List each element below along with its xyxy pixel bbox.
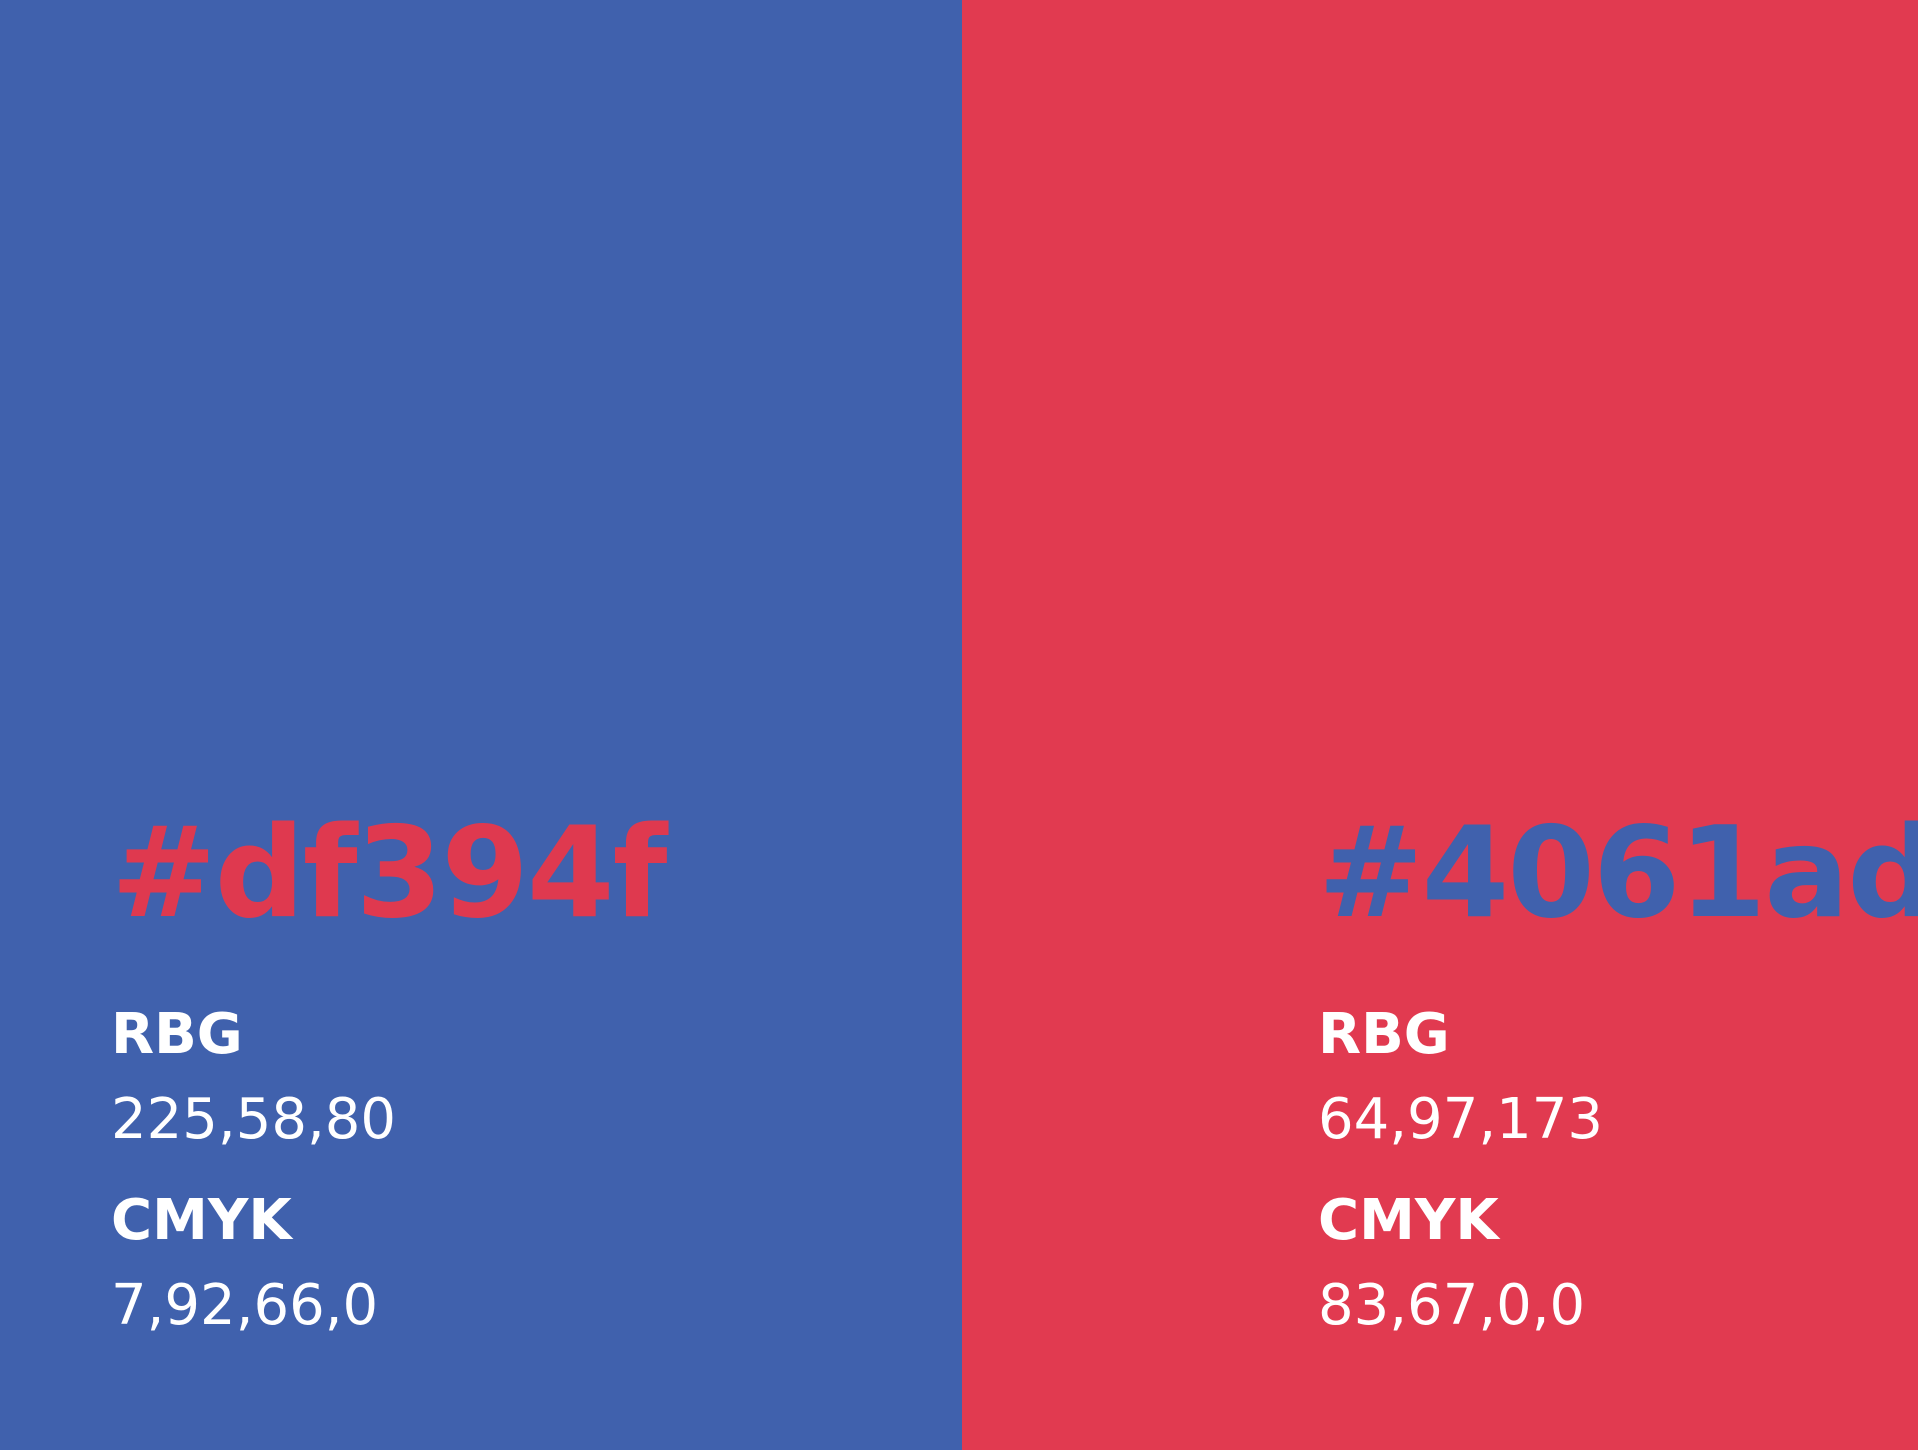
rgb-value: 225,58,80 (111, 1087, 397, 1152)
hex-code: #4061ad (1318, 799, 1918, 946)
swatch-panel-left: #df394f RBG 225,58,80 CMYK 7,92,66,0 (0, 0, 962, 1450)
rgb-label: RBG (111, 1002, 243, 1067)
cmyk-value: 7,92,66,0 (111, 1273, 379, 1338)
cmyk-label: CMYK (1318, 1188, 1499, 1253)
rgb-value: 64,97,173 (1318, 1087, 1604, 1152)
hex-code: #df394f (111, 799, 667, 946)
cmyk-value: 83,67,0,0 (1318, 1273, 1586, 1338)
cmyk-label: CMYK (111, 1188, 292, 1253)
swatch-panel-right: #4061ad RBG 64,97,173 CMYK 83,67,0,0 (962, 0, 1918, 1450)
rgb-label: RBG (1318, 1002, 1450, 1067)
